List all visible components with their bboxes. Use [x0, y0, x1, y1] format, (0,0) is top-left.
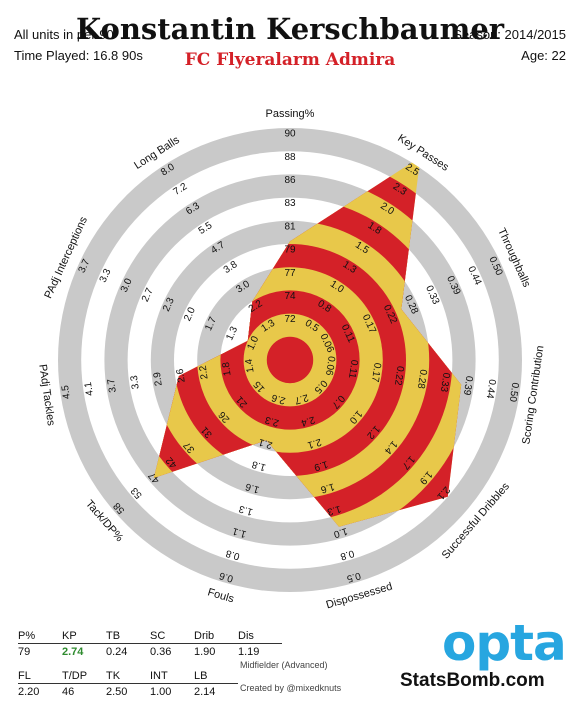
- position-label: Midfielder (Advanced): [240, 660, 328, 670]
- tick-label: 3.3: [98, 267, 114, 285]
- tick-label: 1.4: [244, 358, 257, 374]
- tick-label: 2.0: [182, 305, 198, 323]
- stat-value: 46: [62, 685, 75, 698]
- tick-label: 1.3: [325, 503, 342, 518]
- stat-value: 0.36: [150, 645, 172, 658]
- tick-label: 4.5: [60, 384, 73, 400]
- stat-value: 2.14: [194, 685, 216, 698]
- tick-label: 3.0: [119, 276, 135, 294]
- statsbomb-label: StatsBomb.com: [400, 670, 545, 691]
- tick-label: 0.33: [438, 372, 452, 393]
- tick-label: 1.3: [224, 325, 240, 343]
- axis-label: PAdj Tackles: [36, 363, 57, 427]
- tick-label: 0.50: [507, 382, 521, 403]
- tick-label: 0.17: [369, 362, 383, 383]
- tick-label: 2.9: [152, 371, 165, 387]
- stat-value: 79: [18, 645, 31, 658]
- tick-label: 1.8: [221, 361, 234, 377]
- tick-label: 2.4: [299, 414, 316, 429]
- axis-label: Scoring Contribution: [520, 345, 546, 445]
- tick-label: 3.3: [129, 374, 142, 390]
- stat-value: 0.24: [106, 645, 128, 658]
- tick-label: 4.1: [83, 381, 96, 397]
- stat-value: 1.00: [150, 685, 172, 698]
- tick-label: 2.7: [293, 391, 310, 406]
- tick-label: 0.6: [218, 569, 235, 584]
- stat-header: TB: [106, 628, 150, 644]
- stat-header: INT: [150, 668, 194, 684]
- stat-header: FL: [18, 668, 62, 684]
- tick-label: 1.8: [250, 458, 267, 473]
- stat-header: SC: [150, 628, 194, 644]
- tick-label: 0.28: [415, 369, 429, 390]
- season-label: Season: 2014/2015: [453, 27, 566, 42]
- stat-header: TK: [106, 668, 150, 684]
- tick-label: 0.5: [345, 569, 362, 584]
- stats-table-attacking: P% KP TB SC Drib Dis 79 2.74 0.24 0.36 1…: [18, 628, 282, 659]
- stat-header: KP: [62, 628, 106, 644]
- tick-label: 1.7: [203, 315, 219, 333]
- tick-label: 2.1: [306, 436, 323, 451]
- age-label: Age: 22: [521, 48, 566, 63]
- team-name: FC Flyeralarm Admira: [184, 50, 396, 70]
- tick-label: 0.8: [224, 547, 241, 562]
- tick-label: 1.1: [231, 525, 248, 540]
- tick-label: 2.2: [198, 364, 211, 380]
- stat-header: T/DP: [62, 668, 106, 684]
- tick-label: 0.11: [346, 359, 360, 380]
- tick-label: 79: [284, 245, 296, 256]
- tick-label: 2.6: [175, 368, 188, 384]
- tick-label: 1.9: [312, 458, 329, 473]
- tick-label: 74: [284, 291, 296, 302]
- tick-label: 2.6: [270, 391, 287, 406]
- tick-label: 2.3: [161, 296, 177, 314]
- tick-label: 1.0: [245, 334, 261, 352]
- tick-label: 1.6: [319, 480, 336, 495]
- stat-header: Dis: [238, 628, 282, 644]
- stat-value: 1.90: [194, 645, 216, 658]
- tick-label: 77: [284, 268, 296, 279]
- stat-value: 1.19: [238, 645, 260, 658]
- opta-logo: opta: [442, 614, 567, 672]
- tick-label: 0.8: [338, 547, 355, 562]
- stat-value: 2.20: [18, 685, 40, 698]
- stat-header: Drib: [194, 628, 238, 644]
- tick-label: 0.22: [392, 365, 406, 386]
- tick-label: 2.3: [263, 414, 280, 429]
- stat-header: LB: [194, 668, 238, 684]
- tick-label: 1.0: [332, 525, 349, 540]
- units-note: All units in per 90: [14, 27, 114, 42]
- tick-label: 81: [284, 221, 296, 232]
- tick-label: 1.3: [237, 503, 254, 518]
- tick-label: 72: [284, 314, 296, 325]
- tick-label: 83: [284, 198, 296, 209]
- stat-value: 2.50: [106, 685, 128, 698]
- tick-label: 86: [284, 175, 296, 186]
- stat-value-highlight: 2.74: [62, 645, 84, 658]
- time-played: Time Played: 16.8 90s: [14, 48, 143, 63]
- tick-label: 3.7: [106, 377, 119, 393]
- tick-label: 1.6: [244, 480, 261, 495]
- tick-label: 0.06: [323, 355, 337, 376]
- tick-label: 2.7: [140, 286, 156, 304]
- tick-label: 90: [284, 129, 296, 140]
- stat-header: P%: [18, 628, 62, 644]
- axis-label: Passing%: [266, 108, 315, 120]
- center-dot: [267, 337, 313, 383]
- credit-label: Created by @mixedknuts: [240, 683, 342, 693]
- player-name: Konstantin Kerschbaumer: [75, 12, 505, 46]
- stats-table-defending: FL T/DP TK INT LB 2.20 46 2.50 1.00 2.14: [18, 668, 238, 699]
- tick-label: 0.44: [484, 378, 498, 399]
- tick-label: 3.7: [77, 257, 93, 275]
- tick-label: 2.1: [257, 436, 274, 451]
- tick-label: 0.39: [461, 375, 475, 396]
- axis-label: Fouls: [206, 586, 236, 605]
- tick-label: 88: [284, 152, 296, 163]
